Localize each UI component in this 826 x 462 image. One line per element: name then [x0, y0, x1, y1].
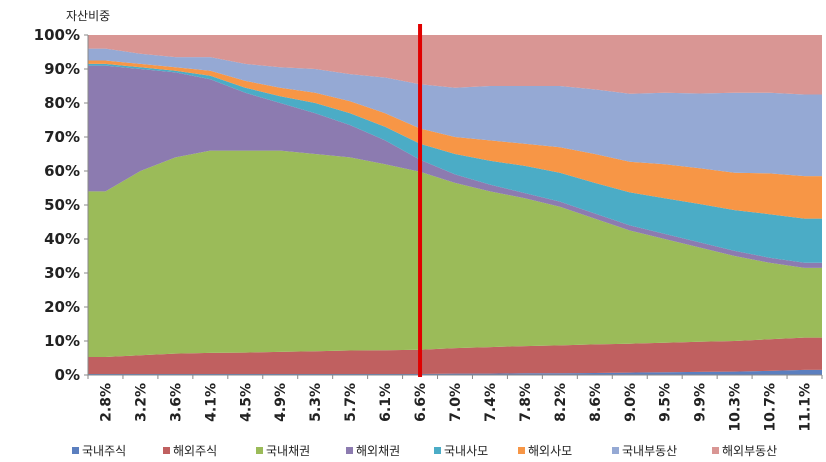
legend-swatch [72, 447, 79, 454]
x-tick-label: 7.8% [518, 383, 534, 422]
y-tick-label: 40% [44, 230, 80, 248]
legend-swatch [163, 447, 170, 454]
x-tick-label: 9.5% [658, 383, 674, 422]
area-series-6 [88, 48, 822, 177]
y-tick-label: 100% [34, 26, 80, 44]
area-series-3 [88, 65, 822, 268]
legend-label: 해외부동산 [722, 444, 777, 458]
y-tick-label: 90% [44, 60, 80, 78]
area-layer [88, 35, 822, 375]
legend-label: 해외주식 [173, 444, 217, 458]
legend-swatch [434, 447, 441, 454]
x-tick-label: 4.5% [238, 383, 254, 422]
x-tick-label: 4.9% [273, 383, 289, 422]
x-tick-label: 9.9% [693, 383, 709, 422]
legend-label: 국내주식 [82, 444, 126, 458]
x-tick-label: 10.7% [763, 383, 779, 432]
area-series-4 [88, 63, 822, 263]
y-tick-label: 70% [44, 128, 80, 146]
legend-label: 해외사모 [528, 444, 572, 458]
x-tick-label: 9.0% [623, 383, 639, 422]
area-series-5 [88, 60, 822, 219]
axes-layer: 0% 10% 20% 30% 40% 50% 60% 70% 80% 90% 100% 2.8% 3.2… [34, 24, 823, 432]
legend-swatch [518, 447, 525, 454]
legend-swatch [256, 447, 263, 454]
x-tick-label: 6.1% [378, 383, 394, 422]
x-tick-label: 11.1% [798, 383, 814, 432]
x-tick-label: 10.3% [728, 383, 744, 432]
y-axis-label: 자산비중 [66, 9, 110, 23]
legend-label: 국내사모 [444, 444, 488, 458]
y-tick-label: 60% [44, 162, 80, 180]
legend: 국내주식 해외주식 국내채권 해외채권 국내사모 해외사모 국내부동산 해외부동산 [72, 444, 777, 458]
y-tick-label: 10% [44, 332, 80, 350]
legend-swatch [346, 447, 353, 454]
legend-label: 국내채권 [266, 444, 310, 458]
legend-label: 해외채권 [356, 444, 400, 458]
x-tick-label: 2.8% [98, 383, 114, 422]
x-tick-label: 5.3% [308, 383, 324, 422]
x-tick-label: 8.6% [588, 383, 604, 422]
x-tick-label: 6.6% [413, 383, 429, 422]
x-tick-label: 3.6% [168, 383, 184, 422]
y-tick-label: 30% [44, 264, 80, 282]
y-tick-label: 80% [44, 94, 80, 112]
x-tick-label: 7.4% [483, 383, 499, 422]
x-tick-label: 4.1% [203, 383, 219, 422]
y-tick-label: 50% [44, 196, 80, 214]
x-tick-label: 7.0% [448, 383, 464, 422]
y-tick-label: 20% [44, 298, 80, 316]
area-series-0 [88, 369, 822, 375]
y-tick-label: 0% [55, 366, 80, 384]
x-tick-label: 8.2% [553, 383, 569, 422]
area-series-1 [88, 337, 822, 374]
legend-swatch [612, 447, 619, 454]
x-tick-label: 5.7% [343, 383, 359, 422]
x-tick-label: 3.2% [133, 383, 149, 422]
area-series-2 [88, 150, 822, 357]
legend-label: 국내부동산 [622, 444, 677, 458]
legend-swatch [712, 447, 719, 454]
area-series-7 [88, 35, 822, 95]
